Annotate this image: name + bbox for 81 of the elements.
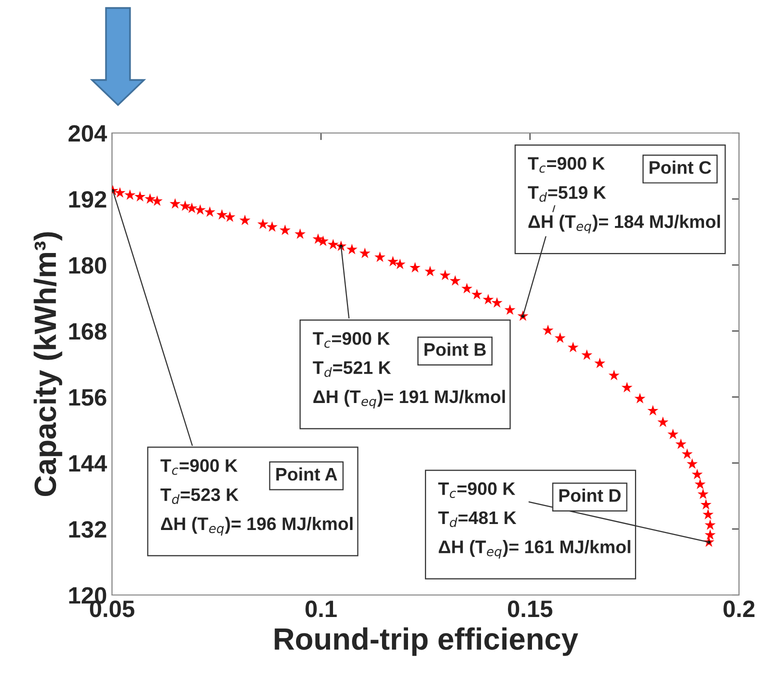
- point: [346, 244, 358, 254]
- annotation: T$_{c}$=900 K: [312, 332, 390, 348]
- y-axis-title: Capacity (kWh/m³): [34, 232, 62, 496]
- point: [134, 190, 146, 202]
- annotation: T$_{c}$=900 K: [528, 157, 605, 173]
- point: [542, 324, 554, 336]
- point: [180, 200, 191, 211]
- y-tick-label: 132: [69, 521, 106, 538]
- point: [682, 448, 693, 459]
- point: [608, 370, 620, 380]
- point: [621, 382, 632, 392]
- point: [450, 275, 461, 286]
- point: [594, 358, 606, 368]
- point: [568, 342, 579, 352]
- point: [647, 404, 658, 416]
- point: [152, 195, 163, 206]
- y-tick-label: 204: [68, 125, 108, 142]
- annotation: Point C: [650, 160, 712, 174]
- y-tick-label: 180: [69, 257, 106, 274]
- point: [704, 529, 716, 540]
- point: [266, 221, 278, 232]
- point: [704, 519, 716, 530]
- point: [491, 297, 503, 308]
- annotation: Point A: [276, 467, 338, 481]
- point: [634, 392, 646, 404]
- point: [667, 428, 678, 440]
- point: [294, 228, 306, 239]
- point: [387, 256, 398, 266]
- point: [698, 488, 709, 500]
- point: [424, 266, 436, 276]
- x-tick-label: 0.15: [508, 600, 552, 618]
- point: [170, 198, 181, 209]
- point: [194, 204, 206, 215]
- point: [675, 438, 686, 449]
- annotation: ΔH (T$_{eq}$)= 196 MJ/kmol: [161, 516, 352, 536]
- point: [328, 238, 339, 250]
- point: [144, 193, 156, 204]
- y-tick-label: 156: [69, 389, 106, 406]
- point: [280, 224, 291, 236]
- annotation: ΔH (T$_{eq}$)= 184 MJ/kmol: [528, 214, 720, 234]
- point: [257, 218, 268, 229]
- annotation: T$_{d}$=481 K: [438, 511, 516, 528]
- point: [124, 189, 136, 200]
- annotation: T$_{c}$=900 K: [160, 459, 238, 475]
- point: [471, 288, 482, 300]
- y-tick-label: 168: [69, 323, 106, 340]
- x-axis-title: Round-trip efficiency: [274, 627, 578, 656]
- point: [224, 211, 236, 222]
- point: [581, 349, 592, 360]
- annotation: Point B: [424, 342, 486, 356]
- y-tick-label: 144: [69, 455, 108, 472]
- point: [114, 187, 126, 198]
- point: [374, 251, 386, 262]
- point: [482, 294, 494, 304]
- point: [504, 304, 516, 315]
- point: [216, 209, 228, 220]
- annotation: T$_{d}$=519 K: [528, 186, 606, 202]
- point: [359, 248, 370, 258]
- x-tick-label: 0.1: [306, 600, 337, 618]
- point: [239, 214, 250, 226]
- point: [410, 262, 421, 272]
- point: [686, 458, 698, 469]
- y-tick-label: 192: [69, 191, 106, 208]
- point: [702, 508, 714, 520]
- point: [700, 498, 712, 510]
- point: [186, 202, 198, 214]
- annotation: T$_{d}$=523 K: [160, 488, 239, 504]
- point: [394, 258, 406, 270]
- annotation: ΔH (T$_{eq}$)= 191 MJ/kmol: [313, 390, 505, 409]
- annotation: T$_{c}$=900 K: [438, 482, 516, 498]
- point: [204, 206, 216, 217]
- point: [692, 468, 703, 480]
- point: [440, 270, 451, 280]
- annotation: Point D: [559, 488, 621, 502]
- annotation: T$_{d}$=521 K: [312, 361, 391, 377]
- annotation: ΔH (T$_{eq}$)= 161 MJ/kmol: [438, 540, 630, 559]
- point: [554, 332, 566, 343]
- point: [694, 478, 706, 490]
- point: [657, 416, 668, 427]
- x-tick-label: 0.2: [724, 600, 754, 618]
- point: [461, 282, 472, 294]
